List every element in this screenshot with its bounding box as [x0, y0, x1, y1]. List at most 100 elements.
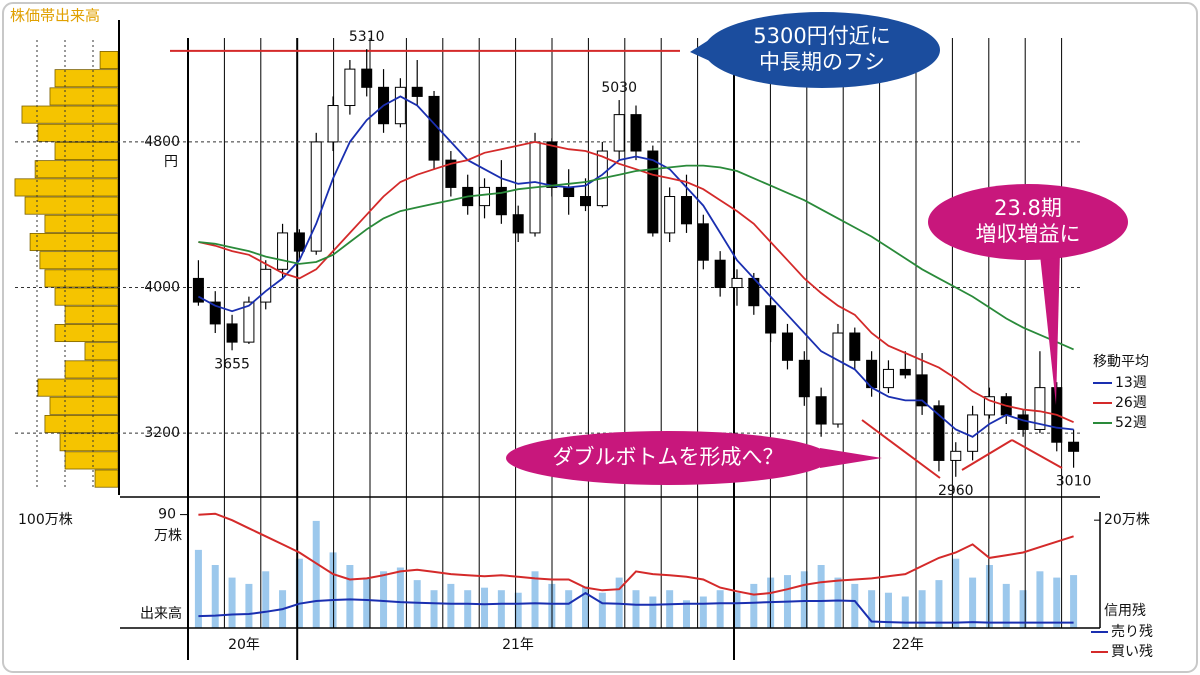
candle-body [1034, 387, 1046, 430]
volume-bar [396, 567, 404, 628]
volume-bar [194, 549, 202, 628]
volume-bar [1019, 590, 1027, 628]
candle-body [209, 301, 221, 325]
callout-tail [820, 448, 882, 468]
volume-bar [868, 590, 876, 628]
profile-bar [44, 214, 119, 233]
volume-bar [817, 565, 825, 628]
candle-body [327, 105, 339, 143]
candle-body [916, 374, 928, 407]
candle-body [293, 232, 305, 252]
price-label: 5030 [601, 80, 637, 96]
volume-bar [565, 590, 573, 628]
candle-body [1068, 441, 1080, 452]
volume-bar [329, 552, 337, 628]
legend-label: 売り残 [1111, 624, 1153, 640]
profile-bar [54, 69, 119, 88]
price-label: 2960 [938, 483, 974, 499]
candle-body [243, 301, 255, 343]
candle-body [882, 368, 894, 389]
volume-bar [228, 577, 236, 628]
margin-legend-title: 信用残 [1104, 603, 1146, 619]
volume-bar [716, 590, 724, 628]
profile-bar [24, 196, 119, 215]
volume-bar [211, 565, 219, 628]
candle-body [731, 277, 743, 289]
candle-body [680, 196, 692, 225]
candle-body [445, 159, 457, 188]
profile-bar [49, 87, 119, 106]
candle-body [361, 68, 373, 88]
moving-average [198, 164, 1074, 351]
volume-bar [346, 565, 354, 628]
volume-bar [430, 590, 438, 628]
trend-line [961, 439, 1013, 471]
volume-bar [733, 592, 741, 628]
volume-bar [1036, 571, 1044, 628]
volume-bar [834, 577, 842, 628]
volume-bar [666, 590, 674, 628]
profile-bar [54, 324, 119, 343]
candle-body [495, 186, 507, 216]
trend-line [1011, 439, 1063, 469]
volume-bar [952, 558, 960, 628]
profile-unit: 100万株 [18, 512, 73, 528]
margin-line [198, 512, 1074, 596]
volume-bar [514, 592, 522, 628]
price-unit: 円 [164, 154, 178, 170]
volume-bar [985, 565, 993, 628]
candle-body [411, 86, 423, 97]
callout-text: 5300円付近に [753, 24, 890, 48]
candle-body [1017, 414, 1029, 430]
callout-tail [1040, 252, 1060, 405]
profile-bar [54, 287, 119, 306]
y2-tick-label: 20万株 [1104, 512, 1150, 528]
profile-bar [84, 342, 119, 361]
profile-bar [34, 160, 119, 179]
volume-bar [1002, 583, 1010, 628]
candle-body [277, 232, 289, 270]
volume-bar [901, 596, 909, 628]
volume-bar [295, 558, 303, 628]
candle-body [260, 268, 272, 303]
volume-bar [935, 580, 943, 628]
y-tick-label: 4000 [144, 280, 180, 296]
x-tick-label: 22年 [892, 637, 924, 653]
callout-bubble [506, 431, 830, 485]
volume-bar [1053, 577, 1061, 628]
volume-bar [380, 571, 388, 628]
volume-bar [464, 590, 472, 628]
volume-bar [312, 520, 320, 628]
volume-unit: 万株 [154, 528, 182, 544]
price-label: 3655 [214, 356, 250, 372]
callout-text: 増収増益に [976, 222, 1081, 246]
profile-bar [64, 360, 119, 379]
candle-body [394, 86, 406, 125]
volume-bar [699, 596, 707, 628]
candle-body [192, 277, 204, 303]
callout-bubble [704, 12, 940, 88]
y-tick-label: 3200 [144, 425, 180, 441]
legend-label: 52週 [1115, 415, 1147, 431]
candle-body [933, 405, 945, 461]
volume-bar [851, 583, 859, 628]
profile-bar [37, 123, 119, 142]
volume-bar [1070, 575, 1078, 628]
volume-bar [413, 580, 421, 628]
candle-body [226, 323, 238, 343]
profile-bar [99, 51, 119, 70]
profile-bar [64, 451, 119, 470]
volume-bar [262, 571, 270, 628]
candle-body [781, 332, 793, 361]
profile-bar [21, 105, 119, 124]
candle-body [849, 332, 861, 361]
volume-bar [582, 586, 590, 628]
candle-body [563, 186, 575, 198]
price-label: 3010 [1056, 474, 1092, 490]
volume-bar [363, 577, 371, 628]
candle-body [714, 259, 726, 289]
candle-body [512, 214, 524, 234]
volume-bar [497, 590, 505, 628]
candle-body [310, 141, 322, 252]
